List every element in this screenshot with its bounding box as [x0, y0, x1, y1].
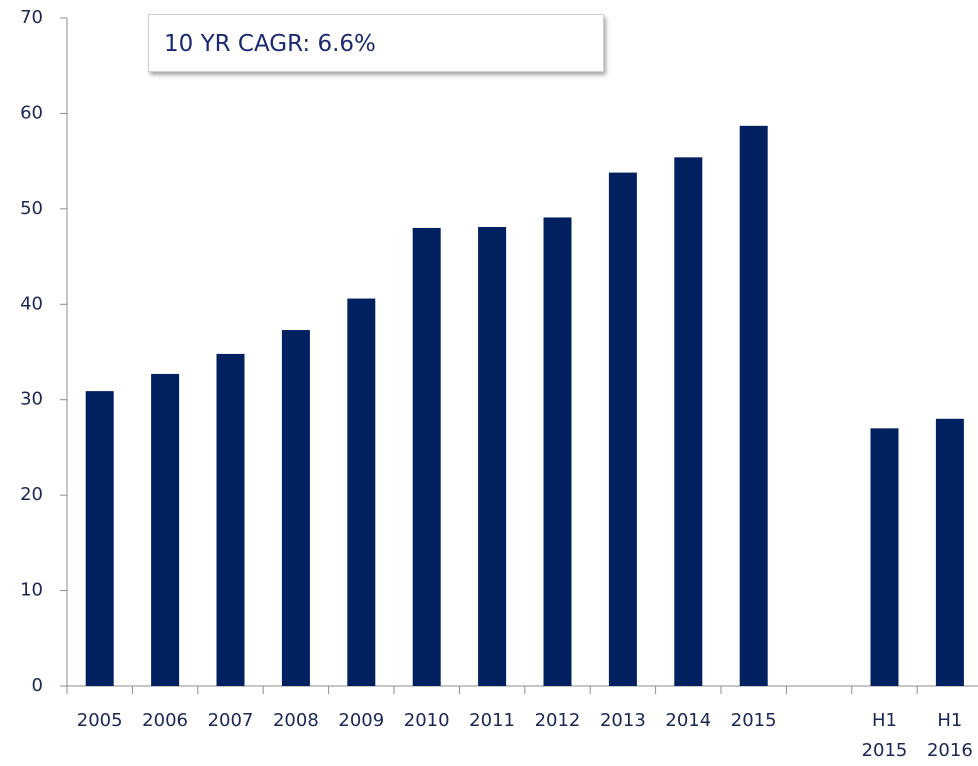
x-tick-label: 2014 — [665, 710, 712, 731]
x-tick-label: H1 2016 — [926, 710, 973, 761]
bar — [85, 391, 114, 686]
bar — [281, 330, 310, 686]
bar — [935, 418, 964, 686]
x-tick-label: 2009 — [338, 710, 385, 731]
bar — [674, 157, 703, 687]
annotation: 10 YR CAGR: 6.6% — [148, 14, 604, 72]
x-tick-label: 2007 — [207, 710, 254, 731]
bar — [216, 353, 245, 686]
bar — [608, 172, 637, 686]
x-tick-label: 2015 — [730, 710, 777, 731]
bar — [151, 373, 180, 686]
x-tick-label: 2010 — [403, 710, 450, 731]
bar — [478, 226, 507, 686]
y-tick-label: 10 — [20, 580, 43, 601]
y-tick-label: 50 — [20, 198, 43, 219]
y-tick-label: 20 — [20, 484, 43, 505]
x-tick-label: 2012 — [534, 710, 581, 731]
y-tick-label: 30 — [20, 389, 43, 410]
x-tick-label: H1 2015 — [861, 710, 908, 761]
x-tick-label: 2006 — [142, 710, 188, 731]
x-tick-label: 2005 — [76, 710, 123, 731]
x-tick-label: 2011 — [469, 710, 515, 731]
y-tick-label: 70 — [20, 7, 43, 28]
y-tick-label: 60 — [20, 102, 43, 123]
bar — [543, 217, 572, 686]
y-tick-label: 40 — [20, 293, 43, 314]
bar — [347, 298, 376, 686]
bar — [412, 227, 441, 686]
x-tick-label: 2008 — [272, 710, 319, 731]
bar — [739, 125, 768, 686]
x-tick-label: 2013 — [599, 710, 646, 731]
y-tick-label: 0 — [32, 675, 43, 696]
bar — [870, 428, 899, 686]
